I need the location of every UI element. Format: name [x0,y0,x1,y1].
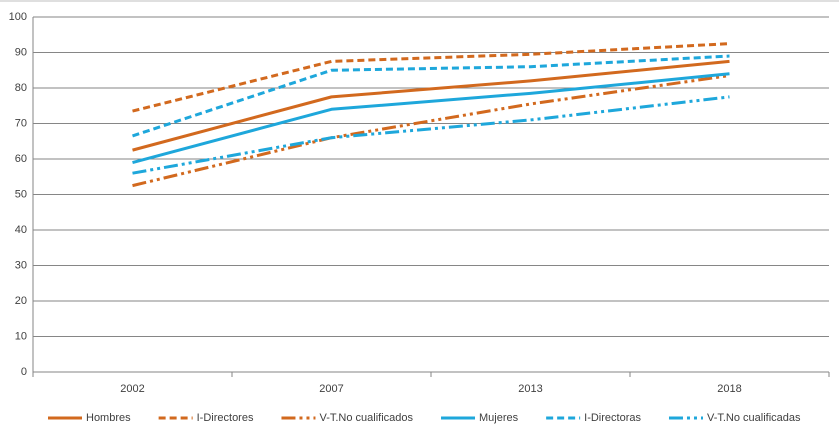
series-line [132,72,730,164]
x-tick-label: 2018 [717,383,741,395]
series-line [132,42,730,113]
y-tick-label: 0 [21,366,27,378]
x-tick-label: 2013 [518,383,542,395]
x-tick-label: 2002 [120,383,144,395]
legend-label: Hombres [86,412,131,424]
legend-label: Mujeres [479,412,519,424]
series-line [132,59,730,152]
legend-label: I-Directores [197,412,254,424]
y-tick-label: 100 [9,11,27,23]
legend-label: I-Directoras [584,412,641,424]
y-tick-label: 30 [15,259,27,271]
y-tick-label: 80 [15,82,27,94]
x-tick-label: 2007 [319,383,343,395]
y-tick-label: 70 [15,117,27,129]
y-tick-label: 90 [15,46,27,58]
series-line [132,54,730,138]
series-line [132,74,730,188]
y-tick-label: 20 [15,295,27,307]
y-tick-label: 10 [15,330,27,342]
y-tick-label: 60 [15,153,27,165]
legend-label: V-T.No cualificadas [707,412,801,424]
series-line [132,95,730,175]
y-tick-label: 40 [15,224,27,236]
y-tick-label: 50 [15,188,27,200]
legend-label: V-T.No cualificados [319,412,413,424]
